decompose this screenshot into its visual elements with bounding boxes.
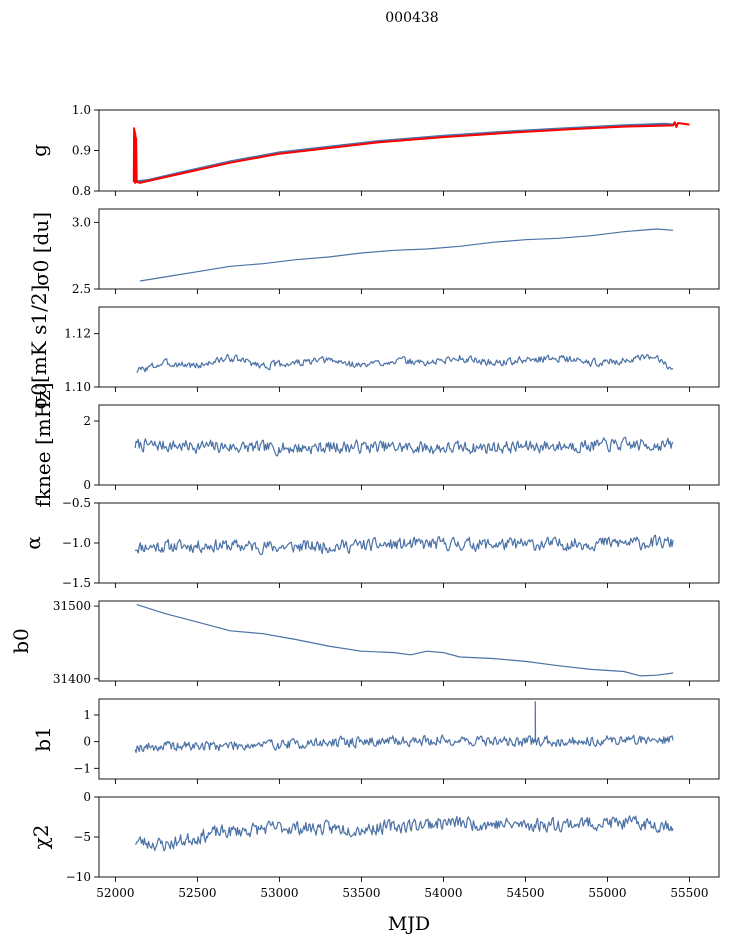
ytick-label-fknee-1: 2 <box>83 414 91 428</box>
ylabel-alpha: α <box>21 536 45 550</box>
panel-sigma0-mk: 1.10 1.12 <box>64 306 720 394</box>
ylabel-sigma0-mk: σ0[mK s1/2] <box>27 285 51 410</box>
panel-frame-chi2 <box>98 796 720 878</box>
panel-fknee: 02 <box>83 404 720 492</box>
panel-b0: 31400 31500 <box>53 599 720 686</box>
x-axis-label: MJD <box>388 913 430 935</box>
ytick-label-sigma0-mk-1: 1.12 <box>64 327 91 341</box>
ytick-label-b1-1: 0 <box>83 735 91 749</box>
panel-frame-b0 <box>98 600 720 682</box>
xtick-label-3: 53500 <box>342 886 380 900</box>
xtick-label-2: 53000 <box>260 886 298 900</box>
ytick-label-alpha-2: −0.5 <box>62 496 91 510</box>
xtick-label-5: 54500 <box>506 886 544 900</box>
ylabel-chi2: χ2 <box>29 825 53 850</box>
ylabel-fknee: fknee [mHz] <box>31 383 55 508</box>
xtick-label-1: 52500 <box>178 886 216 900</box>
panel-frame-g <box>98 109 720 192</box>
xtick-label-0: 52000 <box>96 886 134 900</box>
panel-frame-b1 <box>98 698 720 780</box>
series-b0-0 <box>136 604 674 677</box>
ylabel-b0: b0 <box>9 628 33 654</box>
ytick-label-sigma0-mk-0: 1.10 <box>64 380 91 394</box>
xtick-label-7: 55500 <box>670 886 708 900</box>
ytick-label-chi2-0: −10 <box>66 870 91 884</box>
ytick-label-g-1: 0.9 <box>72 144 91 158</box>
ytick-label-b1-0: −1 <box>73 761 91 775</box>
series-sigma0-du-0 <box>139 228 674 282</box>
ytick-label-sigma0-du-1: 3.0 <box>72 215 91 229</box>
ytick-label-g-2: 1.0 <box>72 103 91 117</box>
ylabel-b1: b1 <box>31 726 55 752</box>
panel-frame-sigma0-du <box>98 208 720 290</box>
ytick-label-alpha-1: −1.0 <box>62 536 91 550</box>
ytick-label-b0-0: 31400 <box>53 672 91 686</box>
ytick-label-sigma0-du-0: 2.5 <box>72 282 91 296</box>
ytick-label-alpha-0: −1.5 <box>62 576 91 590</box>
series-fknee-0 <box>134 436 674 457</box>
panel-alpha: −1.5 −1.0 −0.5 <box>62 496 720 590</box>
series-alpha-0 <box>134 534 674 555</box>
ytick-label-chi2-2: 0 <box>83 790 91 804</box>
panel-frame-sigma0-mk <box>98 306 720 388</box>
ytick-label-chi2-1: −5 <box>73 830 91 844</box>
x-axis: 52000 52500 53000 53500 54000 54500 55000 55500 <box>96 886 708 900</box>
panel-chi2: −10 −5 0 <box>66 790 720 884</box>
series-b1-0 <box>134 701 674 754</box>
ylabel-g: g <box>27 144 51 157</box>
panel-g: 0.8 0.9 1.0 <box>72 103 720 198</box>
ytick-label-fknee-0: 0 <box>83 478 91 492</box>
figure-title: 000438 <box>385 10 438 26</box>
xtick-label-6: 55000 <box>588 886 626 900</box>
series-g-1 <box>132 121 690 184</box>
panel-b1: −1 0 1 <box>73 698 720 784</box>
panel-frame-fknee <box>98 404 720 486</box>
ytick-label-b0-1: 31500 <box>53 599 91 613</box>
panels: 0.80.91.02.53.01.101.1202−1.5−1.0−0.5314… <box>53 103 720 884</box>
ylabel-sigma0-du: σ0 [du] <box>29 212 53 286</box>
series-g-0 <box>133 122 674 184</box>
series-chi2-0 <box>134 815 674 852</box>
y-axis-labels: g σ0 [du]σ0[mK s1/2]fknee [mHz] α b0 b1 χ2 <box>9 144 55 850</box>
ytick-label-g-0: 0.8 <box>72 184 91 198</box>
series-sigma0-mk-0 <box>136 353 674 374</box>
ytick-label-b1-2: 1 <box>83 708 91 722</box>
xtick-label-4: 54000 <box>424 886 462 900</box>
panel-sigma0-du: 2.5 3.0 <box>72 208 720 296</box>
